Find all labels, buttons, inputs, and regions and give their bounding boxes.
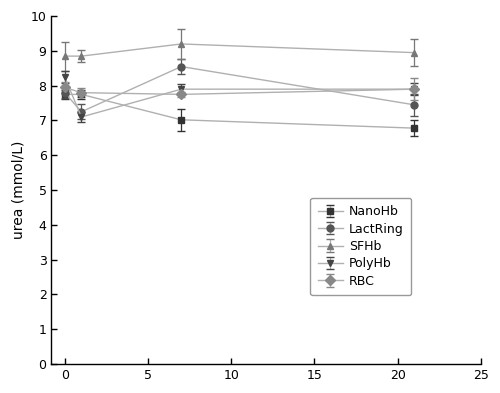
Legend: NanoHb, LactRing, SFHb, PolyHb, RBC: NanoHb, LactRing, SFHb, PolyHb, RBC [310,198,411,295]
Y-axis label: urea (mmol/L): urea (mmol/L) [11,141,25,239]
